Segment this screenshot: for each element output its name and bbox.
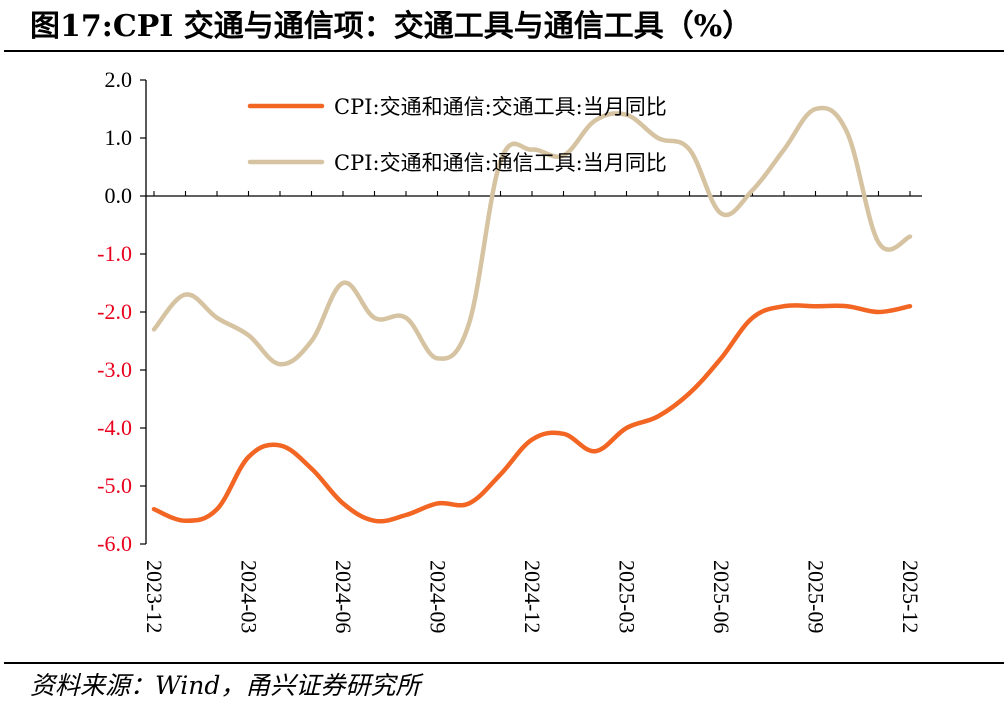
- x-tick-label: 2024-06: [331, 560, 356, 633]
- x-tick-label: 2024-12: [520, 560, 545, 633]
- x-tick-label: 2025-12: [898, 560, 923, 633]
- x-tick-label: 2025-09: [804, 560, 829, 633]
- y-tick-label: 2.0: [105, 67, 133, 92]
- y-tick-label: -1.0: [97, 241, 132, 266]
- series-line-telecom-equipment: [151, 105, 913, 367]
- series-lines: [151, 105, 913, 524]
- legend-label: CPI:交通和通信:交通工具:当月同比: [334, 95, 667, 119]
- series-line-vehicles: [151, 303, 913, 524]
- x-tick-label: 2024-09: [426, 560, 451, 633]
- source-note: 资料来源：Wind，甬兴证券研究所: [30, 671, 421, 700]
- y-tick-label: -2.0: [97, 299, 132, 324]
- x-tick-label: 2025-03: [615, 560, 640, 633]
- y-tick-label: 1.0: [105, 125, 133, 150]
- x-tick-label: 2024-03: [237, 560, 262, 633]
- x-tick-label: 2025-06: [709, 560, 734, 633]
- source-rule: [4, 662, 1004, 664]
- chart-title: 图17:CPI 交通与通信项：交通工具与通信工具（%）: [30, 9, 753, 44]
- y-tick-label: -3.0: [97, 357, 132, 382]
- y-tick-label: -6.0: [97, 531, 132, 556]
- y-tick-label: 0.0: [105, 183, 133, 208]
- legend: CPI:交通和通信:交通工具:当月同比 CPI:交通和通信:通信工具:当月同比: [247, 95, 667, 175]
- x-axis-ticks: 2023-12 2024-03 2024-06 2024-09 2024-12 2025-…: [142, 191, 923, 633]
- y-tick-label: -5.0: [97, 473, 132, 498]
- y-axis-ticks: 2.0 1.0 0.0 -1.0 -2.0 -3.0 -4.0 -5.0 -6.0: [97, 67, 146, 556]
- x-tick-label: 2023-12: [142, 560, 167, 633]
- legend-label: CPI:交通和通信:通信工具:当月同比: [334, 151, 667, 175]
- title-rule: [4, 50, 1004, 52]
- y-tick-label: -4.0: [97, 415, 132, 440]
